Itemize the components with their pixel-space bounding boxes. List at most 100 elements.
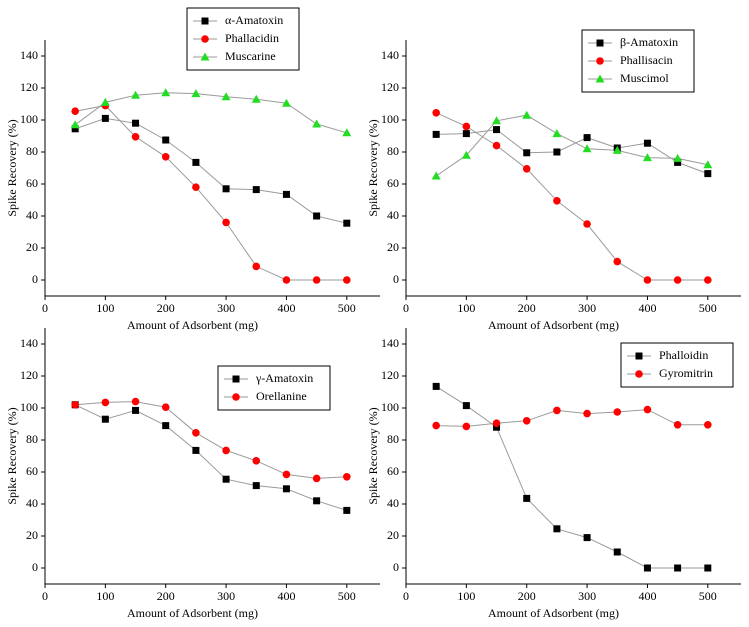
y-tick-label: 100 — [20, 400, 38, 414]
marker-circle — [282, 276, 291, 284]
x-tick-label: 500 — [338, 301, 356, 315]
legend-label: Phallacidin — [225, 31, 279, 45]
marker-circle — [583, 409, 591, 418]
y-tick-label: 120 — [20, 80, 38, 94]
marker-triangle — [312, 119, 322, 128]
marker-triangle — [342, 128, 352, 137]
x-tick-label: 300 — [217, 301, 235, 315]
marker-triangle — [431, 171, 441, 180]
marker-circle — [462, 422, 471, 431]
y-tick-label: 0 — [32, 272, 38, 286]
x-tick-label: 100 — [457, 301, 475, 315]
x-tick-label: 400 — [277, 589, 295, 603]
x-tick-label: 200 — [518, 301, 536, 315]
marker-circle — [673, 421, 682, 429]
marker-circle — [553, 406, 561, 415]
marker-circle — [673, 276, 682, 284]
marker-square — [313, 212, 321, 220]
series-line — [74, 92, 347, 134]
legend-label: α-Amatoxin — [225, 13, 283, 27]
y-tick-label: 80 — [387, 144, 399, 158]
y-tick-label: 120 — [20, 368, 38, 382]
marker-square — [643, 139, 651, 147]
marker-circle — [222, 446, 230, 455]
legend-label: Orellanine — [256, 389, 307, 403]
marker-triangle — [131, 90, 141, 99]
y-tick-label: 40 — [387, 496, 399, 510]
x-tick-label: 400 — [277, 301, 295, 315]
legend: β-Amatoxin Phallisacin Muscimol — [581, 29, 695, 93]
marker-circle — [613, 257, 622, 266]
marker-square — [643, 564, 651, 572]
marker-circle — [596, 57, 604, 65]
marker-circle — [343, 473, 351, 481]
marker-circle — [161, 153, 170, 161]
marker-square — [523, 494, 531, 502]
marker-triangle — [552, 129, 562, 138]
marker-square — [674, 564, 682, 572]
marker-triangle — [642, 153, 652, 162]
marker-circle — [432, 421, 440, 430]
marker-square — [462, 402, 470, 410]
marker-square — [162, 136, 170, 144]
marker-triangle — [100, 97, 110, 106]
legend: Phalloidin Gyromitrin — [620, 342, 734, 388]
legend-label: Phalloidin — [659, 348, 708, 362]
y-tick-label: 20 — [26, 240, 38, 254]
marker-square — [635, 352, 643, 360]
x-tick-label: 200 — [518, 589, 536, 603]
x-tick-label: 0 — [42, 589, 48, 603]
marker-square — [583, 534, 591, 542]
y-tick-label: 100 — [20, 112, 38, 126]
marker-circle — [522, 417, 531, 425]
y-tick-label: 60 — [26, 464, 38, 478]
y-tick-label: 140 — [20, 48, 38, 62]
marker-circle — [492, 141, 501, 150]
marker-circle — [71, 107, 79, 115]
legend-label: γ-Amatoxin — [255, 371, 313, 385]
marker-triangle — [221, 92, 231, 101]
marker-square — [71, 125, 79, 133]
marker-circle — [643, 405, 652, 414]
legend-box — [620, 342, 734, 388]
marker-square — [222, 185, 230, 193]
marker-square — [432, 382, 440, 390]
panel: 0 100 200 300 400 500 0 20 40 60 80 100 120 140 Amount… — [5, 7, 380, 332]
marker-square — [596, 39, 604, 47]
x-axis-label: Amount of Adsorbent (mg) — [488, 318, 619, 332]
marker-square — [132, 119, 140, 127]
marker-circle — [222, 218, 230, 227]
y-tick-label: 0 — [32, 560, 38, 574]
y-tick-label: 140 — [20, 336, 38, 350]
x-tick-label: 300 — [217, 589, 235, 603]
marker-square — [192, 446, 200, 454]
marker-circle — [704, 421, 712, 429]
marker-triangle — [281, 98, 291, 107]
marker-square — [282, 485, 290, 493]
marker-square — [343, 219, 351, 227]
marker-square — [192, 158, 200, 166]
marker-triangle — [582, 144, 592, 153]
y-axis-label: Spike Recovery (%) — [5, 407, 19, 504]
legend-label: Muscimol — [620, 71, 669, 85]
marker-square — [101, 114, 109, 122]
y-tick-label: 100 — [381, 112, 399, 126]
marker-circle — [312, 276, 321, 284]
marker-circle — [553, 197, 561, 205]
y-tick-label: 140 — [381, 48, 399, 62]
marker-square — [132, 406, 140, 414]
x-tick-label: 0 — [403, 589, 409, 603]
legend-label: Phallisacin — [620, 53, 673, 67]
series-line — [435, 112, 708, 281]
marker-circle — [161, 403, 170, 412]
x-tick-label: 100 — [96, 301, 114, 315]
marker-triangle — [251, 94, 261, 103]
marker-circle — [192, 183, 200, 191]
x-tick-label: 500 — [699, 301, 717, 315]
marker-circle — [201, 35, 209, 43]
x-tick-label: 0 — [403, 301, 409, 315]
x-axis-label: Amount of Adsorbent (mg) — [127, 318, 258, 332]
marker-circle — [343, 276, 351, 284]
y-tick-label: 80 — [26, 432, 38, 446]
y-tick-label: 20 — [26, 528, 38, 542]
